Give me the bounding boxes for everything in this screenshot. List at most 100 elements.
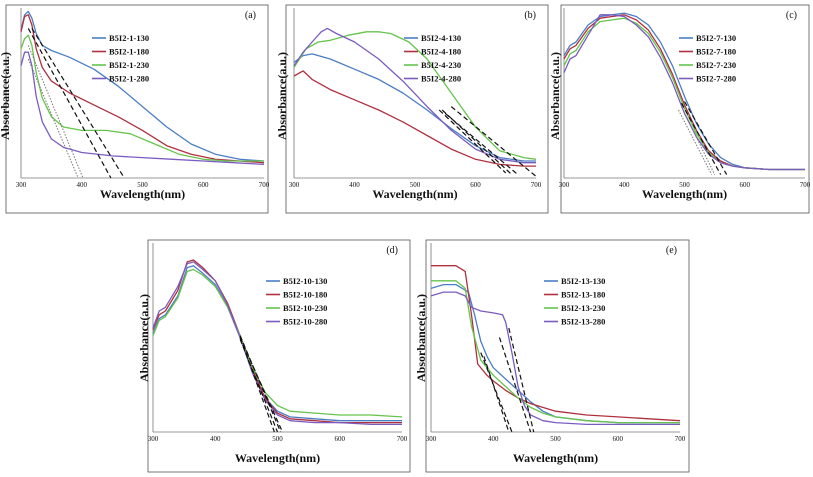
tangent-line [239, 335, 282, 433]
x-tick-label: 300 [289, 181, 300, 189]
x-tick-label: 300 [16, 181, 27, 189]
x-tick-label: 700 [259, 181, 270, 189]
tangent-line [681, 106, 716, 175]
y-axis-title: Absorbance(a.u.) [0, 52, 12, 140]
tangent-line [498, 337, 532, 433]
legend-label: B5I2-1-130 [109, 33, 149, 43]
legend-label: B5I2-4-230 [421, 60, 461, 70]
x-tick-label: 600 [613, 435, 624, 443]
series-line-B5I2-1-180 [20, 14, 265, 164]
panel-label: (c) [786, 10, 797, 21]
y-axis-title: Absorbance(a.u.) [548, 52, 562, 140]
legend-label: B5I2-7-280 [696, 74, 736, 84]
series-line-B5I2-7-130 [563, 12, 805, 171]
x-tick-label: 700 [531, 181, 542, 189]
x-tick-label: 700 [800, 181, 811, 189]
series-line-B5I2-10-180 [152, 259, 402, 424]
x-tick-label: 500 [679, 181, 690, 189]
tangent-line [31, 28, 125, 179]
x-axis-title: Wavelength(nm) [372, 187, 457, 201]
legend-label: B5I2-1-180 [109, 47, 149, 57]
x-tick-label: 400 [488, 435, 499, 443]
tangent-line [480, 352, 513, 433]
legend-label: B5I2-13-230 [561, 303, 605, 313]
tangent-line [239, 337, 275, 433]
x-axis-title: Wavelength(nm) [642, 187, 727, 201]
series-line-B5I2-13-280 [430, 291, 680, 426]
x-tick-label: 400 [349, 181, 360, 189]
tangent-line [483, 356, 510, 433]
series-line-B5I2-4-230 [293, 31, 537, 160]
tangent-line [27, 28, 112, 179]
x-tick-label: 400 [77, 181, 88, 189]
series-line-B5I2-1-280 [20, 51, 265, 166]
panel-label: (a) [245, 10, 256, 21]
x-axis-title: Wavelength(nm) [235, 451, 320, 465]
legend-label: B5I2-4-130 [421, 33, 461, 43]
x-axis-title: Wavelength(nm) [513, 451, 598, 465]
x-tick-label: 400 [619, 181, 630, 189]
x-tick-label: 500 [550, 435, 561, 443]
x-tick-label: 600 [470, 181, 481, 189]
series-line-B5I2-4-180 [293, 70, 536, 167]
legend-label: B5I2-10-280 [283, 317, 327, 327]
tangent-line [438, 109, 507, 174]
tangent-line [27, 58, 79, 179]
legend-label: B5I2-13-180 [561, 290, 605, 300]
series-line-B5I2-4-130 [293, 53, 536, 162]
tangent-line [683, 101, 728, 175]
x-tick-label: 300 [148, 435, 159, 443]
series-line-B5I2-1-130 [20, 10, 265, 162]
tangent-line [680, 102, 722, 175]
panel-b: 300 400 500 600 700 Wavelength(nm) Absorbance(… [275, 4, 549, 214]
x-tick-label: 600 [335, 435, 346, 443]
legend-label: B5I2-7-130 [696, 33, 736, 43]
series-line-B5I2-7-230 [563, 17, 805, 171]
panel-frame [147, 239, 411, 473]
x-tick-label: 600 [198, 181, 209, 189]
series-line-B5I2-10-130 [152, 265, 402, 422]
legend-label: B5I2-4-280 [421, 74, 461, 84]
y-axis-title: Absorbance(a.u.) [275, 52, 289, 140]
legend-label: B5I2-13-280 [561, 317, 605, 327]
panel-a: 300 400 500 600 700 Wavelength(nm) Absorbance(… [0, 4, 270, 214]
panel-d: 300 400 500 600 700 Wavelength(nm) Absorbance(… [137, 239, 411, 473]
panel-frame [425, 239, 690, 473]
series-line-B5I2-10-280 [152, 261, 402, 426]
y-axis-title: Absorbance(a.u.) [137, 294, 151, 382]
panel-label: (e) [666, 245, 677, 256]
panel-frame [285, 4, 549, 214]
x-tick-label: 400 [210, 435, 221, 443]
legend-label: B5I2-4-180 [421, 47, 461, 57]
panel-frame [560, 4, 810, 214]
series-line-B5I2-13-230 [431, 280, 680, 424]
x-tick-label: 600 [740, 181, 751, 189]
x-tick-label: 500 [137, 181, 148, 189]
panel-c: 300 400 500 600 700 Wavelength(nm) Absorbance(… [548, 4, 811, 214]
panel-label: (d) [386, 245, 398, 256]
series-line-B5I2-7-280 [563, 14, 805, 171]
tangent-line [678, 109, 713, 175]
panel-frame [5, 4, 269, 214]
x-tick-label: 700 [397, 435, 408, 443]
y-axis-title: Absorbance(a.u.) [414, 294, 428, 382]
tangent-line [450, 106, 537, 177]
panel-e: 300 400 500 600 700 Wavelength(nm) Absorbance(… [414, 239, 690, 473]
legend-label: B5I2-10-230 [283, 303, 327, 313]
x-tick-label: 300 [559, 181, 570, 189]
tangent-line [508, 327, 535, 433]
legend-label: B5I2-7-180 [696, 47, 736, 57]
x-tick-label: 700 [675, 435, 686, 443]
x-tick-label: 500 [272, 435, 283, 443]
series-line-B5I2-13-180 [431, 265, 681, 422]
x-tick-label: 300 [426, 435, 437, 443]
legend-label: B5I2-1-280 [109, 74, 149, 84]
series-line-B5I2-10-230 [152, 268, 403, 418]
panel-label: (b) [524, 10, 536, 21]
x-tick-label: 500 [410, 181, 421, 189]
tangent-line [27, 45, 84, 179]
legend-label: B5I2-1-230 [109, 60, 149, 70]
legend-label: B5I2-7-230 [696, 60, 736, 70]
x-axis-title: Wavelength(nm) [100, 187, 185, 201]
